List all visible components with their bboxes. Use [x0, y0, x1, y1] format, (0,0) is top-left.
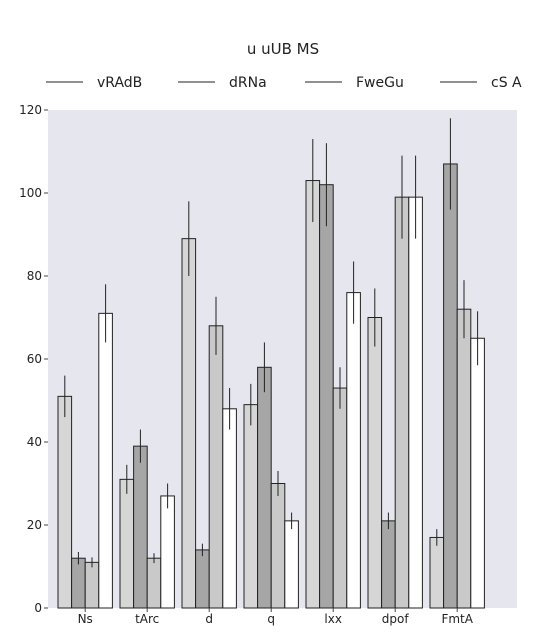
- bar-cs-a-dpof: [408, 196, 423, 609]
- bar-vradb-q: [243, 404, 259, 609]
- x-tick-label: q: [267, 612, 275, 626]
- bar-fwegu-tarc: [146, 557, 162, 609]
- bar-drna-ns: [71, 557, 86, 609]
- bar-cs-a-tarc: [160, 495, 175, 609]
- bar-vradb-tarc: [119, 478, 135, 609]
- bar-cs-a-fmta: [470, 337, 485, 609]
- x-tick-label: dpof: [382, 612, 410, 626]
- chart-legend: vRAdB dRNa FweGu cS A: [46, 75, 522, 91]
- x-tick-label: tArc: [135, 612, 159, 626]
- y-tick-label: 40: [27, 435, 42, 449]
- bar-cs-a-d: [222, 408, 237, 609]
- legend-label: vRAdB: [97, 75, 142, 91]
- bar-fwegu-fmta: [456, 308, 472, 609]
- x-tick-label: FmtA: [441, 612, 473, 626]
- bar-vradb-d: [181, 238, 197, 609]
- bar-drna-q: [257, 366, 272, 609]
- bar-drna-d: [195, 549, 210, 609]
- bar-vradb-lxx: [305, 180, 321, 609]
- x-tick-label: Ns: [78, 612, 93, 626]
- y-tick-label: 80: [27, 269, 42, 283]
- x-axis: Ns tArc d q lxx dpof FmtA: [78, 608, 474, 626]
- bar-fwegu-lxx: [332, 387, 348, 609]
- bar-fwegu-ns: [84, 561, 100, 609]
- y-tick-label: 120: [19, 103, 42, 117]
- legend-label: FweGu: [356, 75, 404, 91]
- x-tick-label: d: [205, 612, 213, 626]
- y-axis: 0 20 40 60 80 100 120: [19, 103, 48, 615]
- bar-drna-lxx: [319, 184, 334, 609]
- y-tick-label: 20: [27, 518, 42, 532]
- chart-title: u uUB MS: [247, 40, 319, 58]
- y-tick-label: 0: [34, 601, 42, 615]
- bar-fwegu-d: [208, 325, 224, 609]
- bar-cs-a-q: [284, 520, 299, 609]
- bar-fwegu-dpof: [394, 196, 410, 609]
- bar-vradb-dpof: [367, 317, 383, 609]
- y-tick-label: 60: [27, 352, 42, 366]
- bars-group: [57, 118, 485, 609]
- legend-label: cS A: [491, 75, 522, 91]
- bar-cs-a-ns: [98, 312, 113, 609]
- bar-fwegu-q: [270, 483, 286, 609]
- bar-drna-tarc: [133, 445, 148, 609]
- bar-drna-fmta: [443, 163, 458, 609]
- legend-label: dRNa: [229, 75, 267, 91]
- bar-vradb-ns: [57, 395, 73, 609]
- x-tick-label: lxx: [324, 612, 342, 626]
- bar-drna-dpof: [381, 520, 396, 609]
- bar-cs-a-lxx: [346, 292, 361, 609]
- y-tick-label: 100: [19, 186, 42, 200]
- bar-vradb-fmta: [429, 536, 445, 609]
